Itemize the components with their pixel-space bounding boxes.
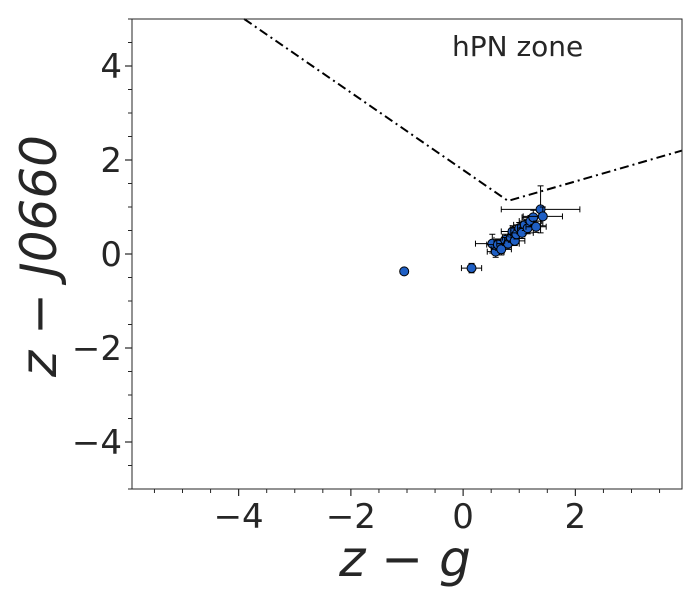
x-tick-label: 0 xyxy=(452,497,474,537)
plot-frame xyxy=(131,18,683,490)
y-tick-label: 2 xyxy=(100,141,122,181)
y-tick-label: −4 xyxy=(72,423,122,463)
x-axis-title: z − g xyxy=(338,530,471,588)
x-tick-label: −2 xyxy=(326,497,376,537)
scatter-marker xyxy=(399,266,410,277)
y-tick-label: 0 xyxy=(100,235,122,275)
data-point xyxy=(504,235,526,247)
x-tick-label: −4 xyxy=(214,497,264,537)
zone-annotation: hPN zone xyxy=(452,30,583,63)
x-tick-label: 2 xyxy=(565,497,587,537)
data-point xyxy=(522,206,563,227)
scatter-marker xyxy=(466,263,477,274)
data-point xyxy=(525,220,547,233)
y-tick-label: −2 xyxy=(72,329,122,369)
y-axis-title: z − J0660 xyxy=(10,135,68,378)
data-point xyxy=(399,266,410,277)
scatter-marker xyxy=(528,212,539,223)
y-tick-label: 4 xyxy=(100,47,122,87)
scatter-marker xyxy=(531,221,542,232)
hpn-zone-boundary-line xyxy=(243,18,683,202)
scatter-marker xyxy=(537,211,548,222)
axis-ticks: −4 −2 0 2 −4 −2 0 2 4 xyxy=(72,18,661,537)
chart-marks xyxy=(243,18,683,277)
data-point xyxy=(460,262,483,274)
